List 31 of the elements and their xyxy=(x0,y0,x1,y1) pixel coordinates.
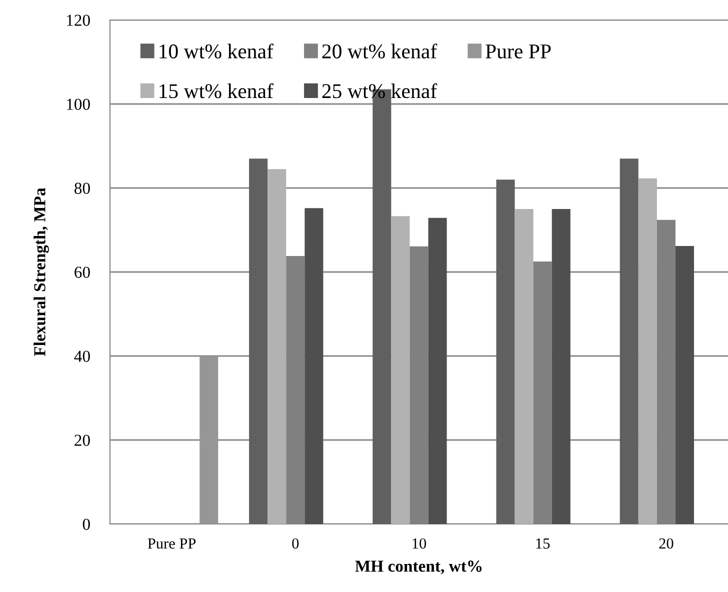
bar xyxy=(675,246,694,524)
x-axis-title: MH content, wt% xyxy=(355,560,482,574)
y-tick-label: 80 xyxy=(74,182,90,194)
y-tick-label: 120 xyxy=(67,14,90,26)
y-tick-label: 0 xyxy=(82,518,90,530)
bar xyxy=(496,180,515,524)
bar xyxy=(200,356,218,524)
bar xyxy=(428,218,447,524)
bar xyxy=(268,169,286,524)
bar xyxy=(304,208,324,524)
legend-label: 15 wt% kenaf xyxy=(160,83,274,98)
bar xyxy=(638,178,657,524)
y-tick-label: 40 xyxy=(74,350,90,362)
y-tick-label: 100 xyxy=(67,98,90,110)
legend-label: Pure PP xyxy=(486,44,551,58)
y-tick-label: 60 xyxy=(74,266,90,278)
x-tick-label: Pure PP xyxy=(148,538,196,549)
legend-label: 10 wt% kenaf xyxy=(160,44,274,59)
y-axis-title: Flexural Strength, MPa xyxy=(34,188,49,356)
legend-label: 20 wt% kenaf xyxy=(322,44,438,59)
x-tick-label: 0 xyxy=(292,538,299,549)
x-tick-label: 15 xyxy=(536,538,550,549)
bar xyxy=(552,209,570,524)
bar xyxy=(514,209,534,524)
x-tick-label: 20 xyxy=(659,538,674,549)
y-tick-label: 20 xyxy=(74,434,90,446)
x-tick-label: 10 xyxy=(412,538,426,549)
bar xyxy=(249,158,268,524)
legend-label: 25 wt% kenaf xyxy=(322,83,438,98)
bar xyxy=(620,158,638,524)
bar xyxy=(391,216,410,524)
